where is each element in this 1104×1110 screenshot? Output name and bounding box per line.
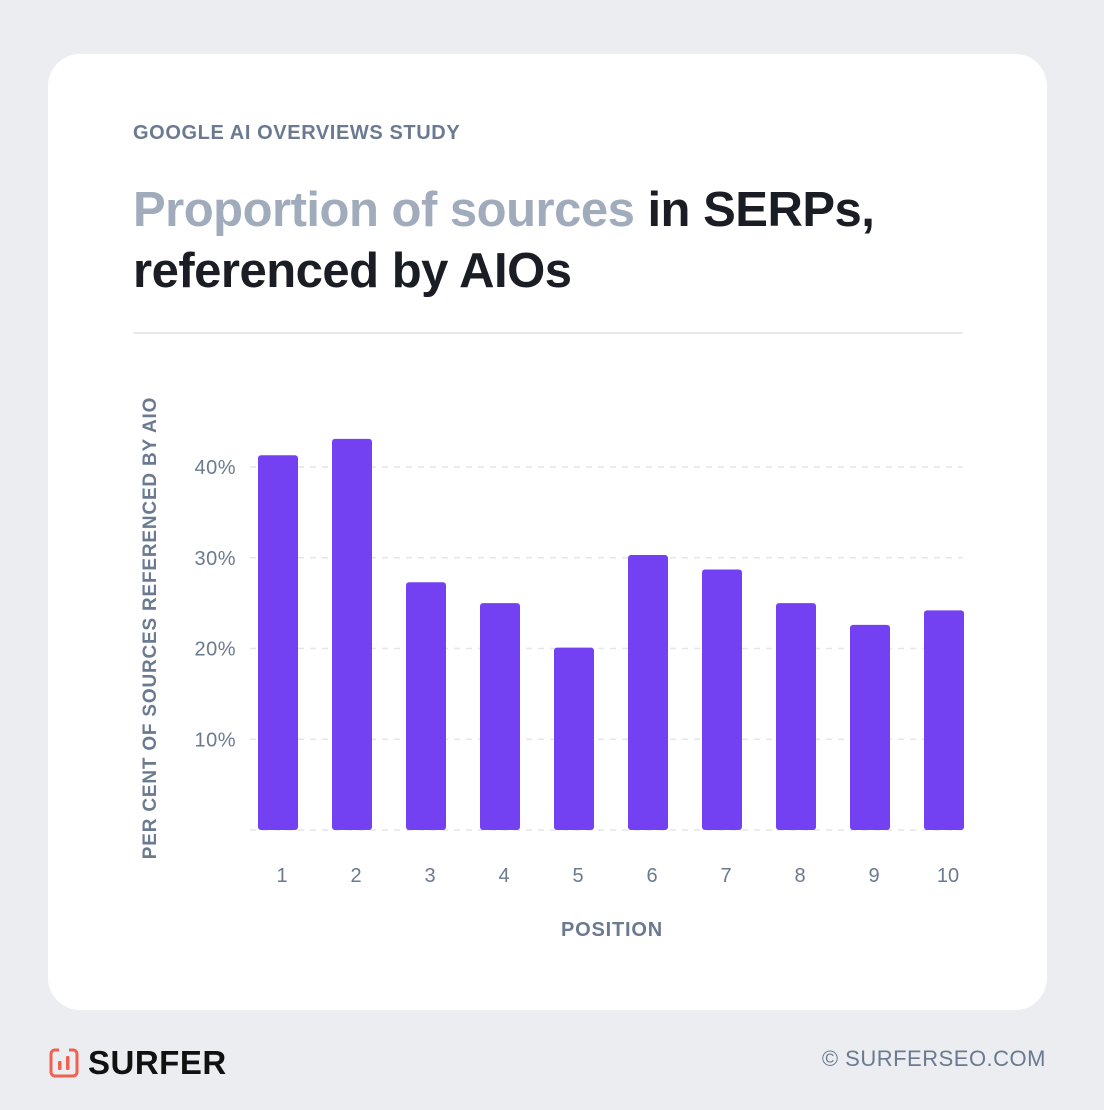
chart-title: Proportion of sources in SERPs, reference… bbox=[133, 180, 875, 302]
title-highlight: Proportion of sources bbox=[133, 183, 635, 237]
x-tick-label: 10 bbox=[937, 865, 959, 887]
bar bbox=[924, 610, 964, 830]
bar bbox=[628, 555, 668, 830]
x-tick-label: 8 bbox=[794, 865, 805, 887]
brand-name: SURFER bbox=[88, 1044, 227, 1081]
y-tick-label: 20% bbox=[194, 639, 236, 661]
y-tick-label: 30% bbox=[194, 548, 236, 570]
x-tick-label: 6 bbox=[646, 865, 657, 887]
x-tick-label: 5 bbox=[572, 865, 583, 887]
bar bbox=[702, 569, 742, 830]
surfer-logo-icon bbox=[49, 1048, 79, 1078]
chart-card bbox=[48, 54, 1047, 1010]
bar bbox=[480, 603, 520, 830]
x-axis-label: POSITION bbox=[561, 919, 663, 941]
x-tick-label: 4 bbox=[498, 865, 509, 887]
y-tick-label: 40% bbox=[194, 457, 236, 479]
title-line2: referenced by AIOs bbox=[133, 244, 572, 298]
title-rest: in SERPs, bbox=[634, 183, 875, 237]
x-tick-label: 3 bbox=[424, 865, 435, 887]
divider bbox=[133, 332, 963, 334]
x-tick-label: 9 bbox=[868, 865, 879, 887]
bar bbox=[850, 624, 890, 830]
eyebrow-label: GOOGLE AI OVERVIEWS STUDY bbox=[133, 122, 461, 144]
x-tick-label: 7 bbox=[720, 865, 731, 887]
y-tick-label: 10% bbox=[194, 729, 236, 751]
surfer-logo: SURFER bbox=[48, 1044, 227, 1082]
bar bbox=[258, 455, 298, 830]
x-tick-label: 2 bbox=[350, 865, 361, 887]
bar bbox=[406, 582, 446, 830]
bar bbox=[332, 438, 372, 830]
x-tick-label: 1 bbox=[276, 865, 287, 887]
bar bbox=[776, 603, 816, 830]
y-axis-label: PER CENT OF SOURCES REFERENCED BY AIO bbox=[140, 397, 161, 859]
bar bbox=[554, 647, 594, 830]
copyright: © SURFERSEO.COM bbox=[821, 1046, 1046, 1071]
